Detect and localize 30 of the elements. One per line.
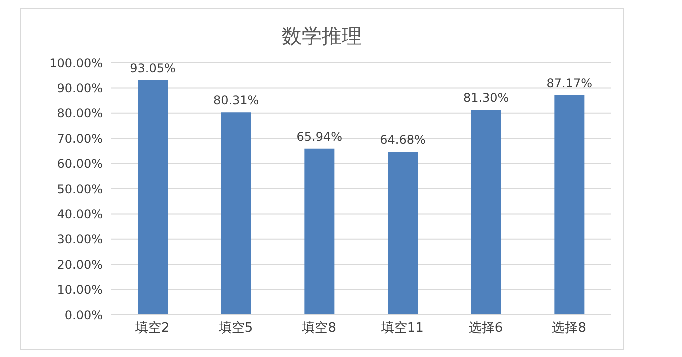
y-tick-label: 30.00% — [57, 232, 103, 247]
x-tick-label: 选择8 — [552, 321, 586, 336]
y-tick-label: 20.00% — [57, 258, 103, 272]
data-label: 93.05% — [130, 62, 176, 76]
y-tick-label: 0.00% — [64, 308, 103, 322]
data-label: 64.68% — [380, 133, 426, 148]
bar — [554, 95, 585, 315]
x-tick-label: 填空11 — [380, 321, 424, 336]
y-tick-label: 80.00% — [57, 106, 103, 121]
data-label: 81.30% — [463, 91, 510, 106]
y-tick-label: 50.00% — [57, 182, 103, 196]
data-label: 80.31% — [213, 94, 260, 108]
x-tick-label: 选择6 — [468, 321, 504, 336]
y-tick-label: 100.00% — [50, 56, 103, 70]
bar — [138, 80, 168, 315]
x-tick-label: 填空2 — [134, 321, 170, 336]
x-tick-label: 填空8 — [301, 321, 336, 336]
chart-title: 数学推理 — [281, 23, 363, 50]
bar — [304, 148, 335, 315]
y-tick-label: 60.00% — [57, 157, 103, 172]
bar — [221, 112, 252, 315]
bar — [388, 152, 418, 315]
y-tick-label: 10.00% — [57, 283, 103, 298]
data-label: 87.17% — [546, 76, 593, 90]
data-label: 65.94% — [296, 130, 343, 144]
x-tick-label: 填空5 — [218, 321, 254, 336]
bar — [471, 110, 502, 315]
y-tick-label: 90.00% — [57, 81, 103, 96]
y-tick-label: 70.00% — [57, 132, 103, 146]
y-tick-label: 40.00% — [57, 207, 103, 222]
